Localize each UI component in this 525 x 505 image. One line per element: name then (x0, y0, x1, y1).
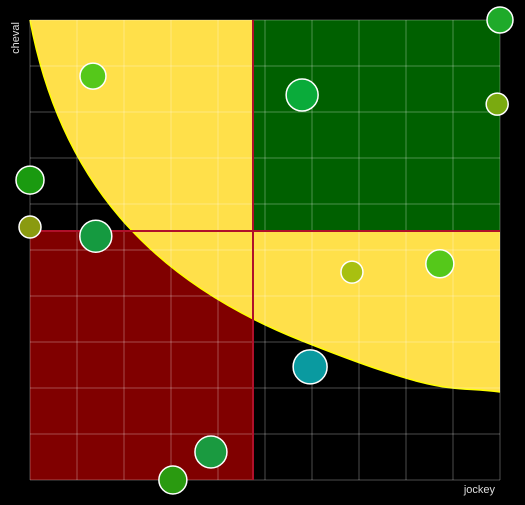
point (79, 219, 113, 253)
point (194, 435, 228, 469)
regions (29, 19, 501, 480)
points (15, 6, 514, 495)
y-axis-label: cheval (10, 22, 22, 54)
point (158, 465, 188, 495)
point (292, 349, 328, 385)
zone-curve (29, 19, 501, 393)
point (485, 92, 509, 116)
point (15, 165, 45, 195)
point (340, 260, 364, 284)
point (425, 249, 455, 279)
point (486, 6, 514, 34)
x-axis-label: jockey (463, 484, 496, 496)
point (285, 78, 319, 112)
point (79, 62, 107, 90)
point (18, 215, 42, 239)
high-quadrant (253, 20, 500, 231)
